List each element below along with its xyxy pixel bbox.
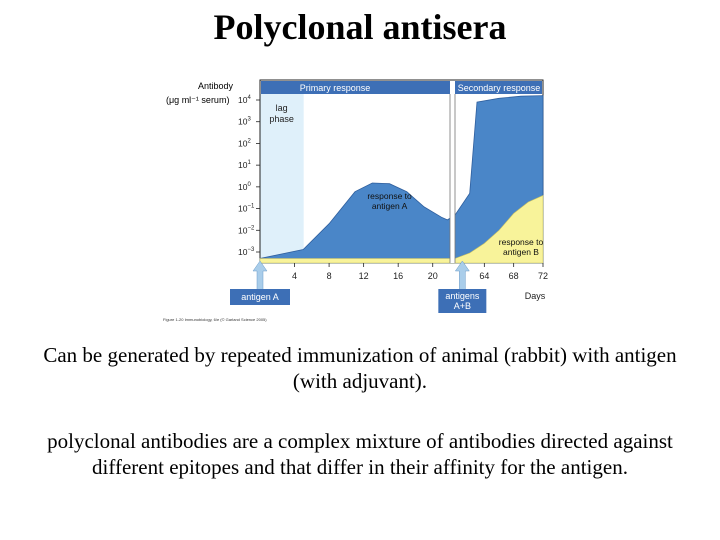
axis-break-gap [450, 94, 455, 263]
y-axis-ticks: 104 103 102 101 100 10−1 10−2 10−3 [238, 95, 260, 257]
y-tick-label-0: 104 [238, 95, 251, 105]
figure-source: Figure 1-20 Immunobiology, 6/e (© Garlan… [163, 317, 267, 322]
chart-canvas: Antibody (μg ml⁻¹ serum) Primary respons… [163, 79, 548, 322]
primary-response-header [261, 81, 450, 94]
slide-title: Polyclonal antisera [213, 7, 507, 47]
y-tick-label-1: 103 [238, 117, 251, 127]
y-axis-label-line1: Antibody [198, 81, 234, 91]
x-tick-label-12: 12 [359, 271, 369, 281]
secondary-response-label: Secondary response [458, 83, 541, 93]
y-tick-label-5: 10−1 [238, 204, 255, 214]
annotation-antigen-b-line1: response to [499, 237, 544, 247]
y-tick-label-2: 102 [238, 138, 251, 148]
x-tick-label-20: 20 [428, 271, 438, 281]
x-tick-label-16: 16 [393, 271, 403, 281]
y-tick-label-3: 101 [238, 160, 251, 170]
annotation-antigen-a-line2: antigen A [372, 201, 408, 211]
series-area-antigen-a [259, 95, 544, 264]
lag-phase-band [260, 94, 304, 263]
injection-arrow-antigen-a [252, 260, 268, 294]
annotation-antigen-a-line1: response to [367, 191, 412, 201]
y-tick-label-4: 100 [238, 182, 251, 192]
x-axis-ticks: 4 8 12 16 20 64 68 72 [292, 263, 548, 281]
lag-phase-label-line2: phase [269, 114, 294, 124]
paragraph-definition: polyclonal antibodies are a complex mixt… [47, 429, 673, 479]
x-axis-label: Days [525, 291, 546, 301]
annotation-antigen-b-line2: antigen B [503, 247, 539, 257]
paragraph-generation: Can be generated by repeated immunizatio… [43, 343, 677, 393]
x-tick-label-68: 68 [509, 271, 519, 281]
series-area-antigen-b [259, 195, 544, 264]
secondary-response-header [455, 81, 542, 94]
injection-label-box-antigen-a [230, 289, 290, 305]
injection-label-a-plus-b: A+B [454, 301, 471, 311]
injection-arrow-shape [252, 260, 268, 294]
injection-label-antigens: antigens [445, 291, 480, 301]
x-tick-label-4: 4 [292, 271, 297, 281]
y-axis-label-line2: (μg ml⁻¹ serum) [166, 95, 229, 105]
x-tick-label-8: 8 [327, 271, 332, 281]
y-tick-label-6: 10−2 [238, 225, 255, 235]
primary-response-label: Primary response [300, 83, 371, 93]
x-tick-label-64: 64 [479, 271, 489, 281]
x-tick-label-72: 72 [538, 271, 548, 281]
injection-arrow-antigens-ab [454, 260, 470, 294]
injection-arrow-shape [454, 260, 470, 294]
lag-phase-label-line1: lag [276, 103, 288, 113]
y-tick-label-7: 10−3 [238, 247, 255, 257]
injection-label-antigen-a: antigen A [241, 292, 279, 302]
injection-label-box-antigens-ab [438, 289, 487, 313]
antibody-response-chart: Antibody (μg ml⁻¹ serum) Primary respons… [160, 55, 560, 325]
